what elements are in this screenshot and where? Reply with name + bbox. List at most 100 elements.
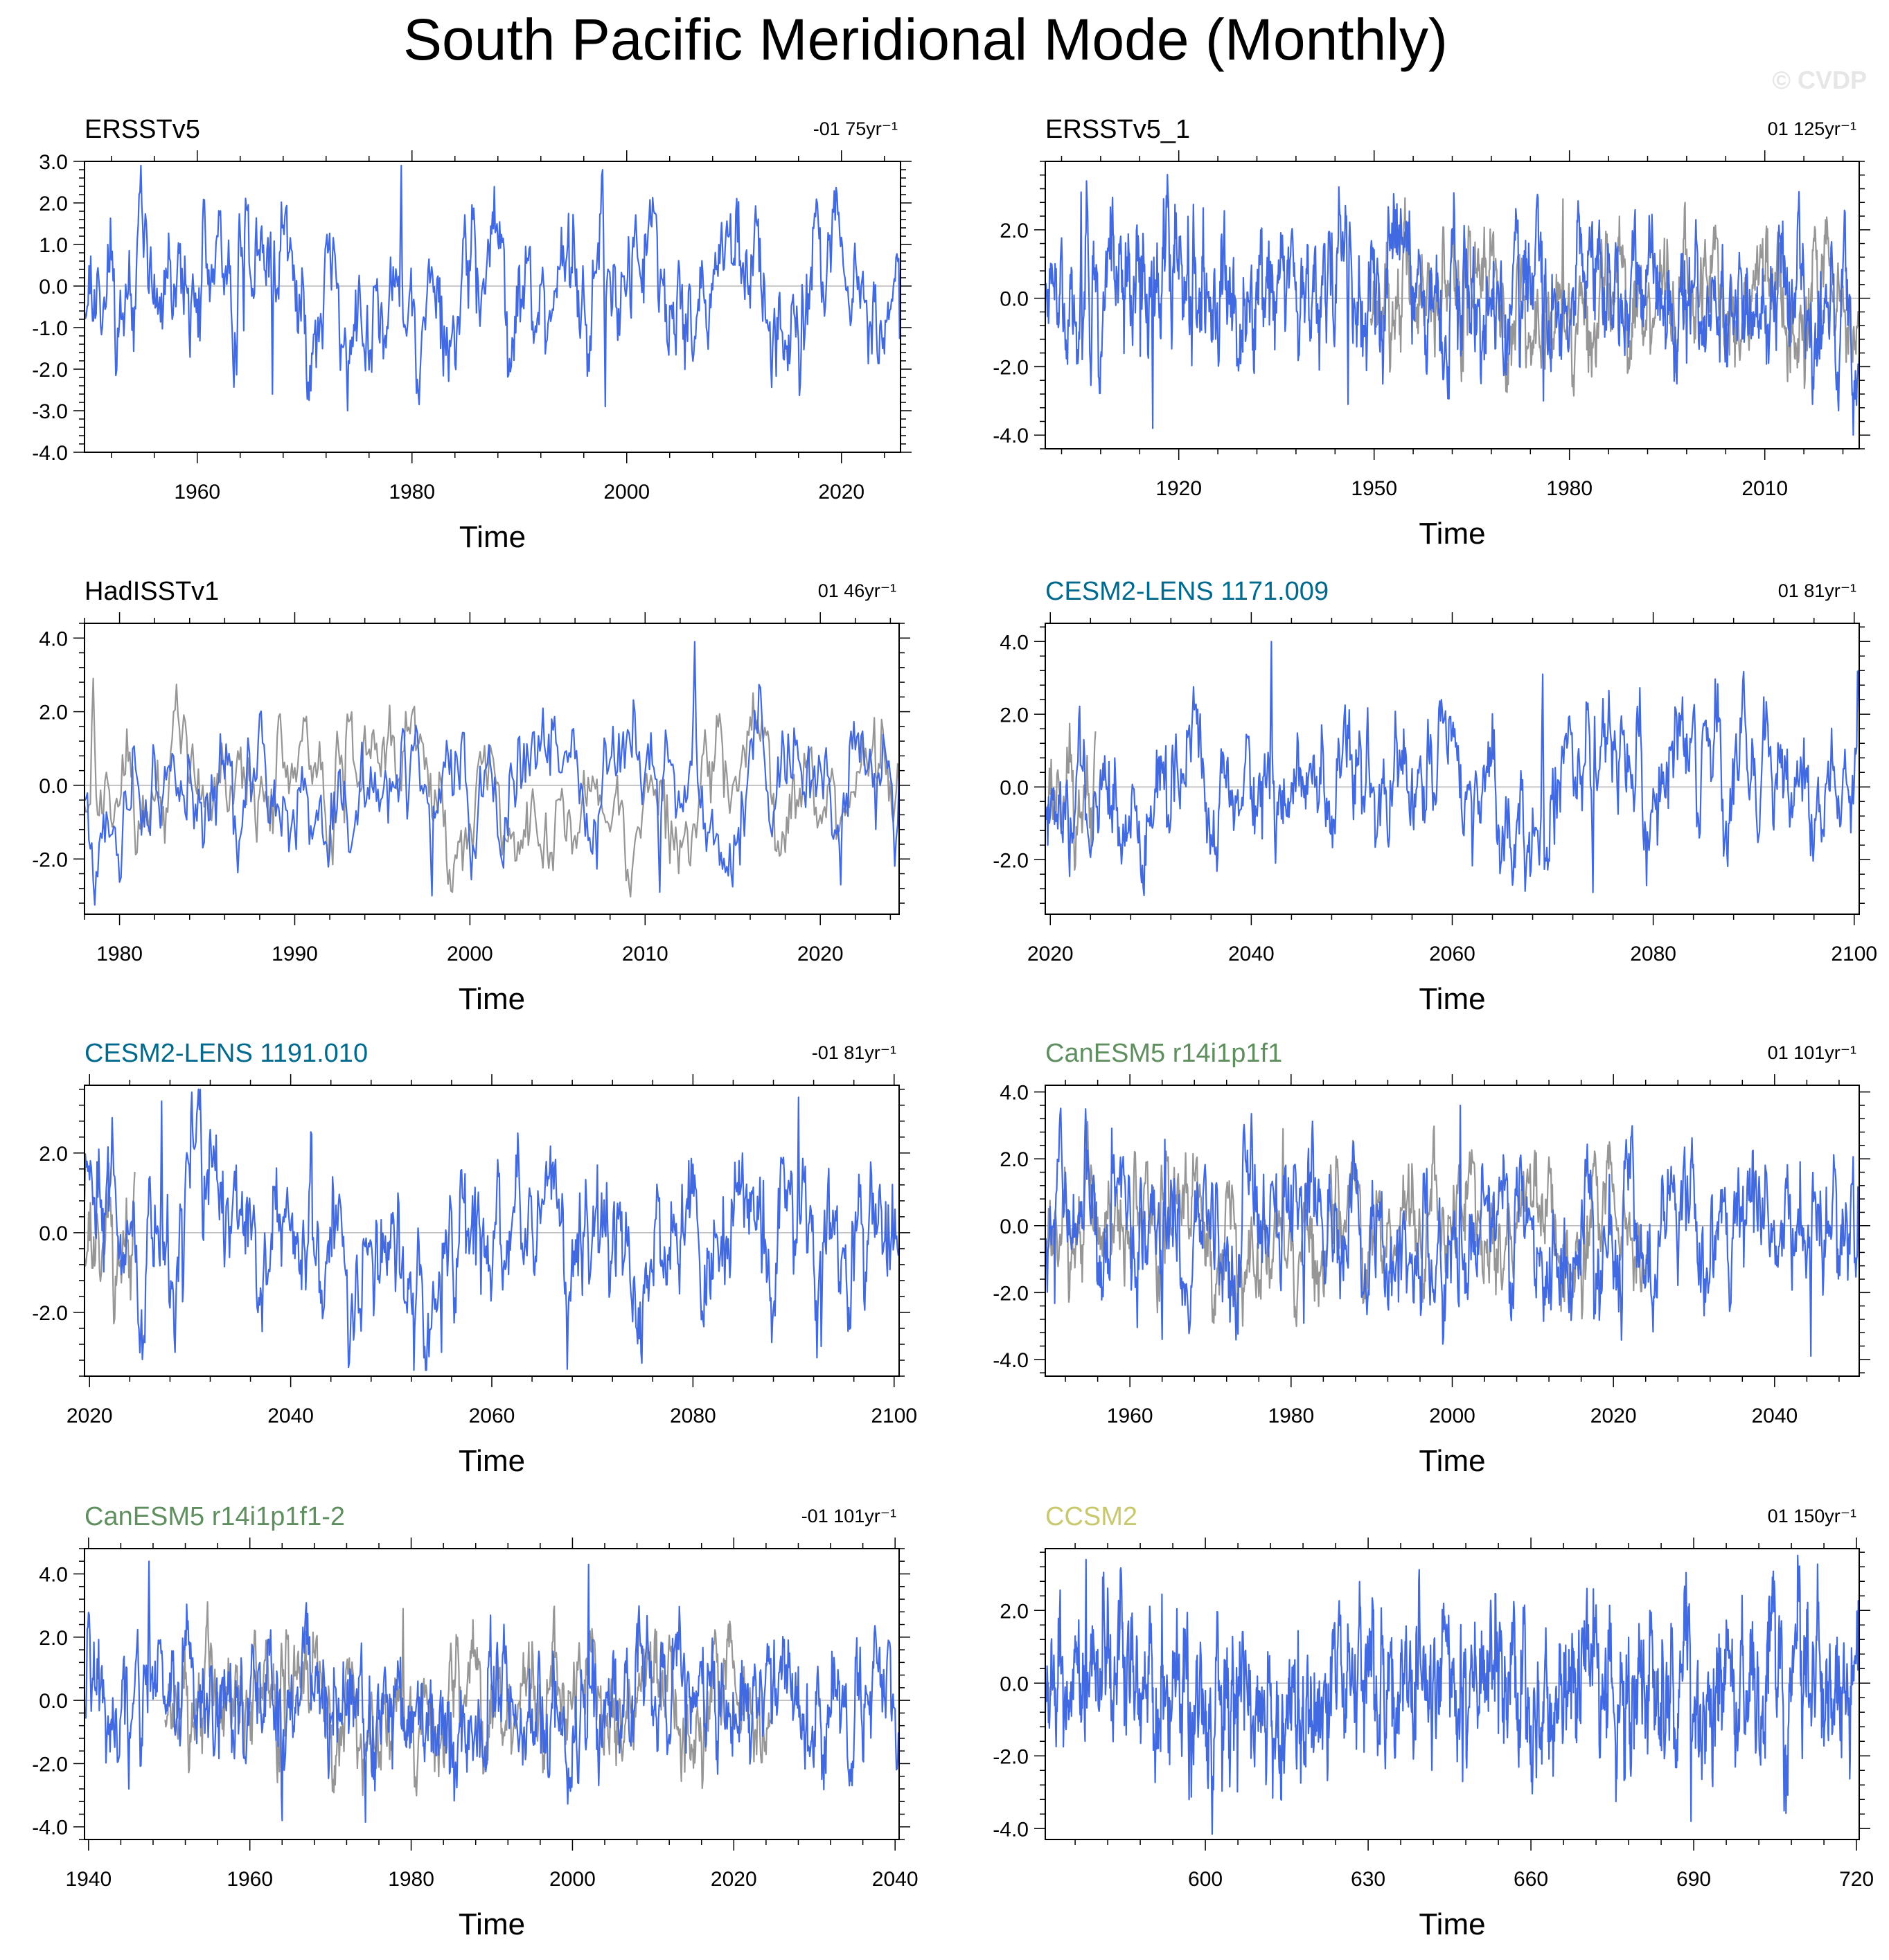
y-tick-label: 2.0 [1000, 220, 1029, 242]
x-tick-label: 2000 [447, 943, 493, 965]
x-axis-label: Time [1419, 1444, 1485, 1478]
x-tick-label: 1950 [1351, 477, 1397, 500]
watermark: © CVDP [1772, 66, 1867, 94]
series-line-primary [1045, 174, 1859, 436]
y-tick-label: 4.0 [39, 627, 68, 650]
y-tick-label: -4.0 [993, 1349, 1029, 1372]
trend-label: 01 150yr⁻¹ [1768, 1506, 1856, 1526]
x-tick-label: 720 [1839, 1868, 1874, 1891]
y-tick-label: 4.0 [1000, 631, 1029, 654]
x-tick-label: 2000 [603, 481, 650, 504]
y-tick-label: 2.0 [39, 1627, 68, 1650]
panel-cesm2-lens-1191: CESM2-LENS 1191.010 -01 81yr⁻¹ -2.0 0.0 2.0 2… [32, 1039, 917, 1478]
series-line-comparison [164, 1601, 771, 1797]
x-tick-label: 2010 [622, 943, 668, 965]
x-tick-label: 1920 [1155, 477, 1202, 500]
panel-canesm5-r14: CanESM5 r14i1p1f1 01 101yr⁻¹ -4.0 -2.0 0.0 2.… [993, 1039, 1870, 1478]
x-tick-label: 2020 [711, 1868, 757, 1891]
trend-label: -01 75yr⁻¹ [813, 118, 898, 139]
panel-ccsm2: CCSM2 01 150yr⁻¹ -4.0 -2.0 0.0 2.0 600 630 660 69… [993, 1502, 1874, 1941]
panel-title: ERSSTv5_1 [1045, 115, 1190, 144]
y-tick-label: -2.0 [993, 1282, 1029, 1305]
y-tick-label: 1.0 [39, 234, 68, 257]
trend-label: 01 101yr⁻¹ [1768, 1042, 1856, 1063]
y-tick-label: 2.0 [39, 702, 68, 724]
y-tick-label: 2.0 [1000, 704, 1029, 727]
x-tick-label: 1960 [174, 481, 220, 504]
y-tick-label: -2.0 [32, 848, 68, 871]
figure-title: South Pacific Meridional Mode (Monthly) [403, 7, 1448, 72]
x-tick-label: 1980 [388, 1868, 434, 1891]
y-tick-label: 0.0 [1000, 1673, 1029, 1695]
y-tick-label: -2.0 [993, 1745, 1029, 1768]
x-tick-label: 2020 [1590, 1405, 1637, 1427]
series-line-primary [1045, 641, 1859, 896]
plot-frame [1045, 1548, 1860, 1840]
y-tick-label: -4.0 [32, 1817, 68, 1839]
y-tick-label: 0.0 [1000, 1215, 1029, 1238]
y-tick-label: 0.0 [39, 276, 68, 299]
series-line-primary [1045, 1104, 1859, 1357]
y-tick-label: -4.0 [993, 425, 1029, 447]
series-line-primary [1045, 1554, 1859, 1835]
x-tick-label: 2000 [549, 1868, 596, 1891]
x-tick-label: 2040 [1751, 1405, 1798, 1427]
panel-title: HadISSTv1 [85, 577, 219, 606]
panel-ersstv5-1: ERSSTv5_1 01 125yr⁻¹ -4.0 -2.0 0.0 2.0 1920 195… [993, 115, 1870, 551]
x-tick-label: 1960 [1107, 1405, 1153, 1427]
y-tick-label: -2.0 [32, 1302, 68, 1325]
x-tick-label: 1940 [65, 1868, 112, 1891]
panel-title: CanESM5 r14i1p1f1 [1045, 1039, 1282, 1068]
y-tick-label: -2.0 [993, 849, 1029, 872]
y-tick-label: -2.0 [993, 356, 1029, 379]
plot-frame [84, 1548, 900, 1840]
x-tick-label: 2100 [1831, 943, 1877, 965]
x-tick-label: 2060 [469, 1405, 515, 1427]
series-line-primary [85, 1088, 899, 1371]
y-tick-label: -1.0 [32, 317, 68, 340]
x-tick-label: 1980 [96, 943, 143, 965]
x-tick-label: 600 [1188, 1868, 1223, 1891]
y-tick-label: -2.0 [32, 359, 68, 382]
panel-title: CESM2-LENS 1171.009 [1045, 577, 1329, 606]
series-line-primary [85, 1560, 899, 1823]
trend-label: 01 46yr⁻¹ [818, 580, 896, 601]
x-tick-label: 2020 [797, 943, 844, 965]
panel-ersstv5: ERSSTv5 -01 75yr⁻¹ -4.0 -3.0 -2.0 -1.0 0.0 1.0 2… [32, 115, 912, 554]
x-axis-label: Time [459, 982, 525, 1016]
panel-hadisstv1: HadISSTv1 01 46yr⁻¹ -2.0 0.0 2.0 4.0 1980 1990 2… [32, 577, 910, 1016]
panel-title: ERSSTv5 [85, 115, 200, 144]
trend-label: -01 101yr⁻¹ [801, 1506, 896, 1526]
x-axis-label: Time [459, 520, 526, 554]
x-tick-label: 2100 [871, 1405, 917, 1427]
y-tick-label: -4.0 [993, 1818, 1029, 1841]
plot-frame [84, 623, 900, 915]
x-tick-label: 2000 [1429, 1405, 1475, 1427]
panel-cesm2-lens-1171: CESM2-LENS 1171.009 01 81yr⁻¹ -2.0 0.0 2.0 4.… [993, 577, 1877, 1016]
y-tick-label: 0.0 [39, 1222, 68, 1245]
panel-title: CCSM2 [1045, 1502, 1137, 1531]
x-axis-label: Time [1419, 1907, 1485, 1941]
x-tick-label: 1960 [227, 1868, 273, 1891]
x-tick-label: 2080 [670, 1405, 716, 1427]
y-tick-label: 2.0 [1000, 1600, 1029, 1623]
x-tick-label: 660 [1514, 1868, 1548, 1891]
x-tick-label: 2020 [1027, 943, 1074, 965]
x-axis-label: Time [459, 1444, 525, 1478]
trend-label: 01 125yr⁻¹ [1768, 118, 1856, 139]
y-tick-label: 0.0 [39, 1690, 68, 1713]
x-tick-label: 2020 [66, 1405, 113, 1427]
x-axis-label: Time [1419, 982, 1485, 1016]
x-tick-label: 2080 [1630, 943, 1676, 965]
y-tick-label: 2.0 [1000, 1148, 1029, 1171]
y-tick-label: 4.0 [39, 1564, 68, 1587]
x-tick-label: 2020 [818, 481, 864, 504]
x-axis-label: Time [459, 1907, 525, 1941]
y-tick-label: 4.0 [1000, 1082, 1029, 1105]
x-tick-label: 690 [1676, 1868, 1711, 1891]
y-tick-label: -4.0 [32, 442, 68, 465]
y-tick-label: 0.0 [1000, 288, 1029, 311]
x-tick-label: 1990 [272, 943, 318, 965]
x-tick-label: 2060 [1429, 943, 1475, 965]
